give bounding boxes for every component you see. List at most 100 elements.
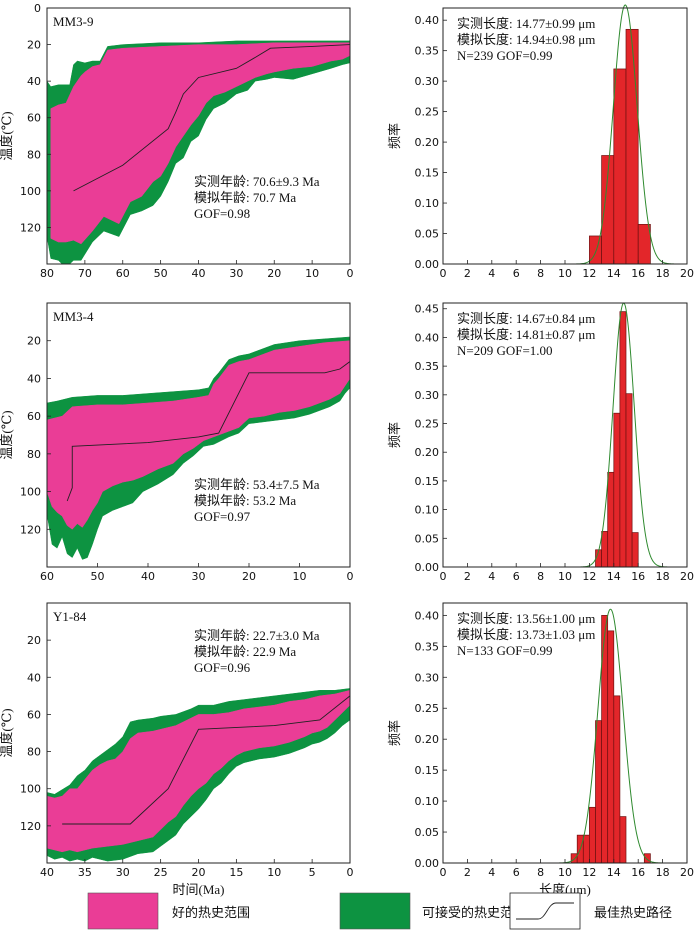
length-annotation: 实测长度: 14.67±0.84 μm: [457, 311, 595, 326]
x-tick-label: 0: [440, 267, 447, 280]
x-tick-label: 16: [631, 267, 645, 280]
x-tick-label: 20: [680, 570, 694, 583]
x-tick-label: 20: [192, 866, 206, 879]
x-tick-label: 8: [537, 866, 544, 879]
x-tick-label: 30: [229, 267, 243, 280]
histogram-bar: [613, 68, 627, 265]
y-tick-label: 0.35: [415, 45, 440, 58]
x-tick-label: 10: [305, 267, 319, 280]
x-tick-label: 0: [440, 866, 447, 879]
y-tick-label: 100: [20, 783, 41, 796]
y-tick-label: 0.25: [415, 418, 440, 431]
age-annotation: 模拟年龄: 53.2 Ma: [194, 493, 296, 508]
legend-box-best-path: [509, 892, 581, 930]
histogram-bar: [625, 28, 639, 265]
x-tick-label: 70: [78, 267, 92, 280]
x-tick-label: 12: [582, 570, 596, 583]
histogram-bar: [589, 806, 596, 864]
x-tick-label: 14: [607, 570, 621, 583]
y-tick-label: 120: [20, 523, 41, 536]
y-tick-label: 0.30: [415, 75, 440, 88]
legend-swatch-good: [87, 892, 159, 930]
y-tick-label: 0.05: [415, 532, 440, 545]
x-tick-label: 14: [607, 267, 621, 280]
good-range-band: [47, 340, 350, 530]
plot-background: [443, 603, 687, 863]
x-tick-label: 10: [558, 570, 572, 583]
y-tick-label: 0.40: [415, 609, 440, 622]
x-tick-label: 10: [267, 866, 281, 879]
age-annotation: GOF=0.96: [194, 660, 251, 675]
y-tick-label: 40: [27, 671, 41, 684]
x-tick-label: 40: [192, 267, 206, 280]
y-tick-label: 80: [27, 746, 41, 759]
y-tick-label: 0.00: [415, 258, 440, 271]
x-tick-label: 30: [192, 570, 206, 583]
x-tick-label: 2: [464, 267, 471, 280]
x-tick-label: 14: [607, 866, 621, 879]
y-tick-label: 20: [27, 335, 41, 348]
y-tick-label: 0.40: [415, 14, 440, 27]
sample-name: Y1-84: [53, 609, 87, 624]
y-axis-label: 温度(℃): [0, 410, 14, 459]
x-tick-label: 16: [631, 866, 645, 879]
x-tick-label: 20: [242, 570, 256, 583]
thermal-history-panel: 80 70 60 50 40 30 20 10 0020406080100120温度(℃)MM3…: [0, 2, 354, 280]
x-tick-label: 80: [40, 267, 54, 280]
histogram-bar: [625, 393, 633, 568]
plot-background: [443, 8, 687, 264]
y-tick-label: 0.05: [415, 228, 440, 241]
x-tick-label: 5: [309, 866, 316, 879]
y-axis-label: 温度(℃): [0, 708, 14, 757]
histogram-bar: [595, 720, 602, 864]
y-tick-label: 0.20: [415, 446, 440, 459]
x-tick-label: 18: [656, 866, 670, 879]
y-tick-label: 0.00: [415, 561, 440, 574]
y-tick-label: 100: [20, 185, 41, 198]
age-annotation: 实测年龄: 22.7±3.0 Ma: [194, 628, 320, 643]
y-tick-label: 0.25: [415, 106, 440, 119]
y-tick-label: 0.15: [415, 764, 440, 777]
x-tick-label: 20: [680, 866, 694, 879]
x-tick-label: 50: [154, 267, 168, 280]
histogram-bar: [601, 531, 609, 568]
length-histogram-panel: 0 2 4 6 8 10 12 14 16 18 20 0.00 0.05 0.10 0.15 0.20 0.2…: [387, 602, 694, 897]
good-range-band: [50, 42, 350, 245]
x-tick-label: 40: [40, 866, 54, 879]
y-tick-label: 0: [34, 2, 41, 15]
x-tick-label: 4: [488, 866, 495, 879]
x-tick-label: 40: [141, 570, 155, 583]
x-tick-label: 20: [680, 267, 694, 280]
y-tick-label: 60: [27, 410, 41, 423]
histogram-bar: [570, 853, 578, 864]
legend-label-best-path: 最佳热史路径: [594, 905, 672, 920]
histogram-bar: [631, 532, 639, 568]
y-tick-label: 20: [27, 634, 41, 647]
x-tick-label: 20: [267, 267, 281, 280]
x-tick-label: 18: [656, 267, 670, 280]
length-histogram-panel: 0 2 4 6 8 10 12 14 16 18 20 0.00 0.05 0.10 0.15 0.20 0.2…: [387, 4, 694, 280]
age-annotation: 模拟年龄: 70.7 Ma: [194, 190, 296, 205]
x-tick-label: 0: [440, 570, 447, 583]
length-annotation: 模拟长度: 13.73±1.03 μm: [457, 627, 595, 642]
y-tick-label: 100: [20, 486, 41, 499]
legend-label-good: 好的热史范围: [172, 905, 250, 920]
y-tick-label: 0.20: [415, 136, 440, 149]
legend: 好的热史范围 可接受的热史范围 最佳热史路径: [87, 892, 672, 930]
x-tick-label: 12: [582, 866, 596, 879]
histogram-bar: [637, 224, 651, 265]
age-annotation: 实测年龄: 53.4±7.5 Ma: [194, 477, 320, 492]
y-tick-label: 0.30: [415, 671, 440, 684]
histogram-bar: [619, 816, 627, 864]
x-tick-label: 6: [513, 267, 520, 280]
y-tick-label: 0.35: [415, 360, 440, 373]
x-tick-label: 30: [116, 866, 130, 879]
x-tick-label: 0: [347, 267, 354, 280]
y-tick-label: 60: [27, 112, 41, 125]
x-tick-label: 10: [558, 866, 572, 879]
age-annotation: GOF=0.98: [194, 206, 250, 221]
histogram-bar: [613, 412, 621, 568]
sample-name: MM3-4: [53, 309, 94, 324]
y-tick-label: 0.05: [415, 826, 440, 839]
